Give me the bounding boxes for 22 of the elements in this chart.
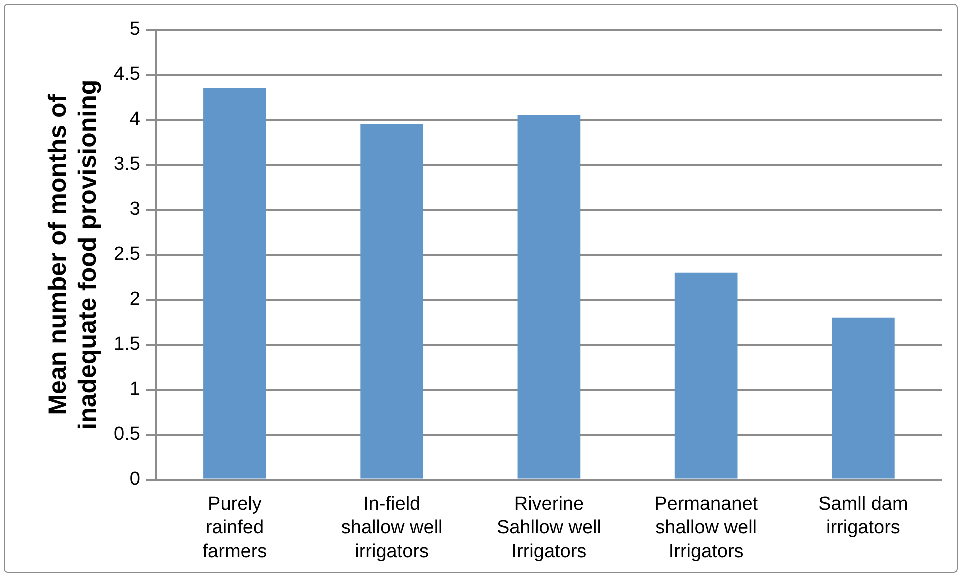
- bar: [832, 318, 895, 479]
- x-tick-label: Purely rainfed farmers: [202, 494, 268, 562]
- bar: [204, 88, 266, 479]
- y-tick-label: 1.5: [114, 334, 140, 356]
- y-tick-label: 0: [130, 468, 140, 490]
- x-tick-label: In-field shallow well irrigators: [341, 494, 443, 562]
- bar: [518, 115, 581, 479]
- y-tick-label: 1: [130, 379, 140, 400]
- y-tick-label: 4: [130, 109, 141, 130]
- y-tick-label: 2.5: [114, 244, 140, 266]
- x-tick-label: Permananet shallow well Irrigators: [654, 494, 759, 562]
- y-tick-label: 4.5: [114, 64, 140, 86]
- y-tick-label: 3.5: [114, 154, 140, 176]
- x-tick-label: Samll dam irrigators: [818, 494, 908, 539]
- y-tick-label: 5: [130, 19, 140, 40]
- bar: [360, 124, 424, 479]
- y-tick-label: 0.5: [114, 424, 140, 446]
- y-tick-label: 2: [130, 289, 140, 310]
- x-tick-label: Riverine Sahllow well Irrigators: [496, 494, 602, 562]
- y-axis-title: Mean number of months of inadequate food provisioning: [44, 80, 102, 430]
- y-tick-label: 3: [130, 199, 140, 220]
- bar: [674, 272, 738, 479]
